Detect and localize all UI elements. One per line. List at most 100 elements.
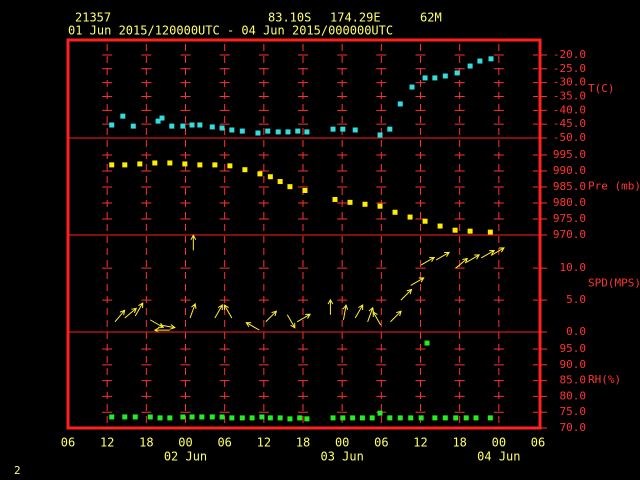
wind-arrow [435, 251, 451, 261]
period: 01 Jun 2015/120000UTC - 04 Jun 2015/0000… [68, 24, 393, 38]
point [167, 415, 173, 421]
point [137, 161, 143, 167]
point [229, 127, 235, 133]
footer: 2 [14, 464, 21, 477]
y-tick-label: 95.0 [560, 342, 587, 355]
point [330, 126, 336, 132]
point [304, 416, 310, 422]
y-tick-label: 0.0 [566, 325, 586, 338]
point [267, 174, 273, 180]
date-label: 02 Jun [164, 450, 207, 464]
point [408, 415, 414, 421]
point [285, 129, 291, 135]
x-tick-label: 12 [413, 436, 427, 450]
x-tick-label: 06 [61, 436, 75, 450]
point [387, 415, 393, 421]
elevation: 62M [420, 11, 442, 25]
wind-arrow [354, 304, 364, 319]
point [463, 415, 469, 421]
point [257, 171, 263, 177]
point [369, 415, 375, 421]
wind-arrow [400, 288, 413, 301]
point [132, 414, 138, 420]
point [209, 124, 215, 130]
wind-arrow [114, 309, 126, 323]
point [109, 414, 115, 420]
point [130, 123, 136, 129]
wind-arrow [372, 311, 382, 326]
x-tick-label: 06 [374, 436, 388, 450]
wind-arrow [189, 302, 197, 319]
point [409, 84, 415, 90]
point [332, 196, 338, 202]
point [277, 415, 283, 421]
x-tick-label: 00 [492, 436, 506, 450]
point [437, 223, 443, 229]
point [239, 128, 245, 134]
y-tick-label: -25.0 [553, 62, 586, 75]
point [424, 340, 430, 346]
wind-arrow [149, 319, 165, 328]
point [473, 415, 479, 421]
point [212, 162, 218, 168]
point [407, 214, 413, 220]
wind-arrow [159, 324, 176, 330]
point [477, 58, 483, 64]
x-tick-label: 00 [178, 436, 192, 450]
point [199, 414, 205, 420]
point [155, 118, 161, 124]
y-tick-label: 995.0 [553, 148, 586, 161]
frame [66, 38, 542, 430]
y-tick-label: 85.0 [560, 374, 587, 387]
point [422, 75, 428, 81]
point [159, 115, 165, 121]
point [352, 127, 358, 133]
wind-arrow [190, 234, 197, 251]
y-tick-label: 10.0 [560, 261, 587, 274]
point [453, 415, 459, 421]
wind-arrow [265, 310, 278, 323]
point [397, 415, 403, 421]
x-tick-label: 18 [452, 436, 466, 450]
y-tick-label: -30.0 [553, 76, 586, 89]
point [330, 415, 336, 421]
wind-arrow [124, 307, 138, 319]
point [109, 122, 115, 128]
point [219, 414, 225, 420]
point [350, 415, 356, 421]
point [347, 199, 353, 205]
longitude: 174.29E [330, 11, 381, 25]
point [180, 123, 186, 129]
point [265, 128, 271, 134]
point [122, 414, 128, 420]
point [109, 162, 115, 168]
point [157, 415, 163, 421]
y-tick-label: 990.0 [553, 164, 586, 177]
x-tick-label: 12 [100, 436, 114, 450]
point [467, 63, 473, 69]
point [275, 129, 281, 135]
y-tick-label: -45.0 [553, 117, 586, 130]
y-tick-label: 75.0 [560, 405, 587, 418]
x-tick-label: 18 [139, 436, 153, 450]
point [377, 132, 383, 138]
point [182, 161, 188, 167]
point [169, 123, 175, 129]
y-tick-label: -40.0 [553, 103, 586, 116]
point [180, 414, 186, 420]
point [152, 160, 158, 166]
point [442, 73, 448, 79]
point [122, 162, 128, 168]
point [120, 113, 126, 119]
point [432, 75, 438, 81]
point [302, 188, 308, 194]
point [255, 130, 261, 136]
y-tick-label: 985.0 [553, 180, 586, 193]
point [362, 201, 368, 207]
point [295, 128, 301, 134]
point [242, 167, 248, 173]
point [422, 218, 428, 224]
wind-arrow [134, 302, 144, 317]
x-tick-label: 06 [217, 436, 231, 450]
